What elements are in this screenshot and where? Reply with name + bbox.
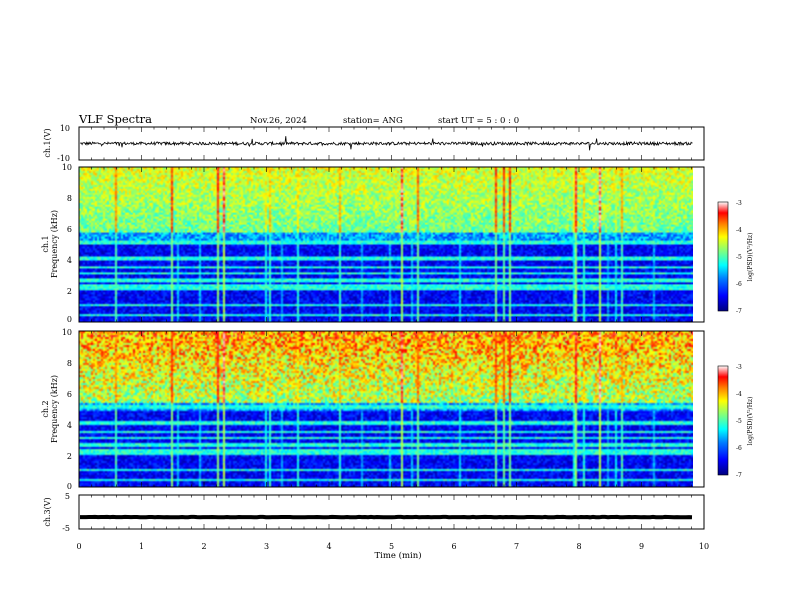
ch2-ytick-8: 8 <box>67 359 72 368</box>
axis-ticks <box>78 127 705 529</box>
ch2-cbar-tick-4: -4 <box>736 391 742 398</box>
ch2-ytick-4: 4 <box>67 421 72 430</box>
chart-title: VLF Spectra <box>78 112 152 126</box>
ch2-cbar-tick-7: -7 <box>736 472 742 479</box>
ch2-ytick-6: 6 <box>67 390 72 399</box>
ch1-waveform-ylabel: ch.1(V) <box>43 128 52 157</box>
x-tick-label-5: 5 <box>389 542 394 551</box>
x-tick-label-4: 4 <box>326 542 331 551</box>
ch1-ytick-0: 0 <box>67 315 72 324</box>
ch1-cbar-tick-4: -4 <box>736 227 742 234</box>
x-tick-label-3: 3 <box>264 542 269 551</box>
ch1-waveform-trace <box>79 136 693 151</box>
ch2-spec-ylabel-channel: ch.2 <box>41 400 50 417</box>
x-tick-label-0: 0 <box>76 542 81 551</box>
ch3-waveform-ylabel: ch.3(V) <box>43 497 52 526</box>
x-axis-label: Time (min) <box>374 550 421 561</box>
ch3-ytick-bottom: -5 <box>62 524 70 533</box>
ch2-colorbar-label: log(PSD)(V²/Hz) <box>747 397 754 446</box>
ch1-colorbar-frame <box>717 201 729 312</box>
ch3-waveform-panel: 5 -5 ch.3(V) 0 1 2 3 4 5 6 7 8 9 10 Time (min) <box>43 492 709 561</box>
ch1-waveform-panel: 10 -10 ch.1(V) <box>43 124 705 163</box>
ch1-spectrogram-panel: 0 2 4 6 8 10 ch.1 Frequency (kHz) -3 -4 … <box>41 163 754 324</box>
ch2-ytick-2: 2 <box>67 452 72 461</box>
x-tick-label-6: 6 <box>451 542 456 551</box>
ch2-ytick-10: 10 <box>62 328 72 337</box>
ch2-spec-ylabel-frequency: Frequency (kHz) <box>50 375 59 443</box>
ch1-spectrogram-image <box>79 167 693 322</box>
ch3-waveform-frame <box>78 494 705 530</box>
ch1-ytick-top: 10 <box>60 124 70 133</box>
ch1-spec-ylabel-frequency: Frequency (kHz) <box>50 210 59 278</box>
x-tick-label-7: 7 <box>514 542 519 551</box>
x-tick-label-10: 10 <box>699 542 709 551</box>
ch2-cbar-tick-6: -6 <box>736 445 742 452</box>
x-tick-label-8: 8 <box>576 542 581 551</box>
ch1-spec-ylabel-channel: ch.1 <box>41 235 50 252</box>
ch1-cbar-tick-7: -7 <box>736 308 742 315</box>
ch1-ytick-8: 8 <box>67 194 72 203</box>
ch1-ytick-4: 4 <box>67 256 72 265</box>
ch2-colorbar-frame <box>717 365 729 476</box>
ch1-cbar-tick-5: -5 <box>736 254 742 261</box>
ch2-spectrogram-panel: 0 2 4 6 8 10 ch.2 Frequency (kHz) -3 -4 … <box>41 328 754 491</box>
ch2-spectrogram-image <box>79 331 693 487</box>
ch1-ytick-bottom: -10 <box>57 154 70 163</box>
x-tick-label-9: 9 <box>639 542 644 551</box>
start-ut-label: start UT = 5 : 0 : 0 <box>438 116 519 126</box>
station-label: station= ANG <box>343 116 403 126</box>
date-label: Nov.26, 2024 <box>250 116 307 126</box>
ch2-ytick-0: 0 <box>67 482 72 491</box>
ch3-ytick-top: 5 <box>65 492 70 501</box>
ch1-ytick-6: 6 <box>67 225 72 234</box>
ch1-colorbar <box>718 202 728 311</box>
x-tick-label-2: 2 <box>201 542 206 551</box>
ch1-colorbar-label: log(PSD)(V²/Hz) <box>747 233 754 282</box>
ch1-ytick-2: 2 <box>67 287 72 296</box>
ch2-cbar-tick-3: -3 <box>736 364 742 371</box>
x-tick-labels: 0 1 2 3 4 5 6 7 8 9 10 <box>76 542 709 551</box>
ch1-cbar-tick-6: -6 <box>736 281 742 288</box>
ch1-cbar-tick-3: -3 <box>736 200 742 207</box>
x-tick-label-1: 1 <box>139 542 144 551</box>
ch2-cbar-tick-5: -5 <box>736 418 742 425</box>
ch2-colorbar <box>718 366 728 475</box>
ch1-ytick-10: 10 <box>62 163 72 172</box>
